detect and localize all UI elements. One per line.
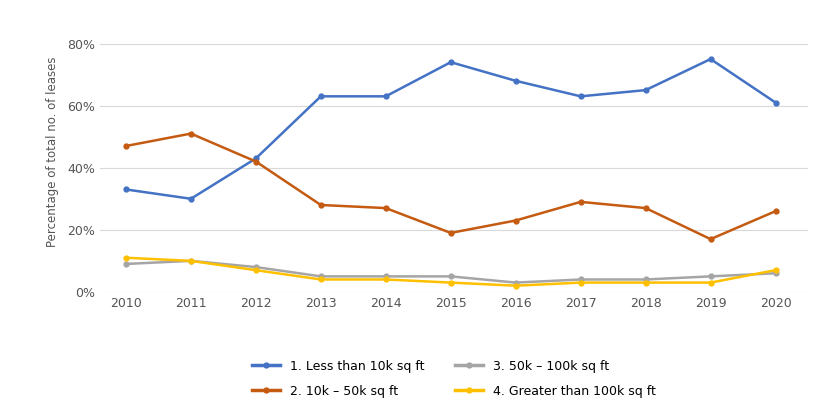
1. Less than 10k sq ft xyxy=(446,60,456,65)
3. 50k – 100k sq ft xyxy=(511,280,521,285)
2. 10k – 50k sq ft xyxy=(641,206,651,211)
1. Less than 10k sq ft xyxy=(186,196,196,201)
4. Greater than 100k sq ft xyxy=(251,268,261,273)
2. 10k – 50k sq ft xyxy=(381,206,391,211)
1. Less than 10k sq ft xyxy=(641,88,651,93)
3. 50k – 100k sq ft xyxy=(446,274,456,279)
3. 50k – 100k sq ft xyxy=(316,274,326,279)
2. 10k – 50k sq ft xyxy=(446,231,456,236)
Line: 4. Greater than 100k sq ft: 4. Greater than 100k sq ft xyxy=(123,255,778,288)
1. Less than 10k sq ft xyxy=(251,156,261,161)
4. Greater than 100k sq ft xyxy=(121,255,131,260)
2. 10k – 50k sq ft xyxy=(771,208,781,214)
2. 10k – 50k sq ft xyxy=(121,143,131,148)
3. 50k – 100k sq ft xyxy=(706,274,716,279)
4. Greater than 100k sq ft xyxy=(511,283,521,288)
4. Greater than 100k sq ft xyxy=(576,280,586,285)
4. Greater than 100k sq ft xyxy=(381,277,391,282)
2. 10k – 50k sq ft xyxy=(511,218,521,223)
1. Less than 10k sq ft xyxy=(316,94,326,99)
4. Greater than 100k sq ft xyxy=(316,277,326,282)
3. 50k – 100k sq ft xyxy=(186,259,196,264)
2. 10k – 50k sq ft xyxy=(186,131,196,136)
1. Less than 10k sq ft xyxy=(121,187,131,192)
3. 50k – 100k sq ft xyxy=(381,274,391,279)
Y-axis label: Percentage of total no. of leases: Percentage of total no. of leases xyxy=(46,57,59,247)
1. Less than 10k sq ft xyxy=(576,94,586,99)
4. Greater than 100k sq ft xyxy=(771,268,781,273)
2. 10k – 50k sq ft xyxy=(706,236,716,241)
1. Less than 10k sq ft xyxy=(381,94,391,99)
2. 10k – 50k sq ft xyxy=(576,199,586,204)
Legend: 1. Less than 10k sq ft, 2. 10k – 50k sq ft, 3. 50k – 100k sq ft, 4. Greater than: 1. Less than 10k sq ft, 2. 10k – 50k sq … xyxy=(252,359,656,398)
4. Greater than 100k sq ft xyxy=(706,280,716,285)
4. Greater than 100k sq ft xyxy=(641,280,651,285)
1. Less than 10k sq ft xyxy=(511,78,521,83)
Line: 2. 10k – 50k sq ft: 2. 10k – 50k sq ft xyxy=(123,131,778,241)
Line: 3. 50k – 100k sq ft: 3. 50k – 100k sq ft xyxy=(123,259,778,285)
3. 50k – 100k sq ft xyxy=(576,277,586,282)
2. 10k – 50k sq ft xyxy=(316,203,326,208)
3. 50k – 100k sq ft xyxy=(641,277,651,282)
2. 10k – 50k sq ft xyxy=(251,159,261,164)
3. 50k – 100k sq ft xyxy=(251,264,261,269)
4. Greater than 100k sq ft xyxy=(186,259,196,264)
Line: 1. Less than 10k sq ft: 1. Less than 10k sq ft xyxy=(123,57,778,201)
1. Less than 10k sq ft xyxy=(771,100,781,105)
4. Greater than 100k sq ft xyxy=(446,280,456,285)
1. Less than 10k sq ft xyxy=(706,57,716,62)
3. 50k – 100k sq ft xyxy=(121,261,131,266)
3. 50k – 100k sq ft xyxy=(771,271,781,276)
